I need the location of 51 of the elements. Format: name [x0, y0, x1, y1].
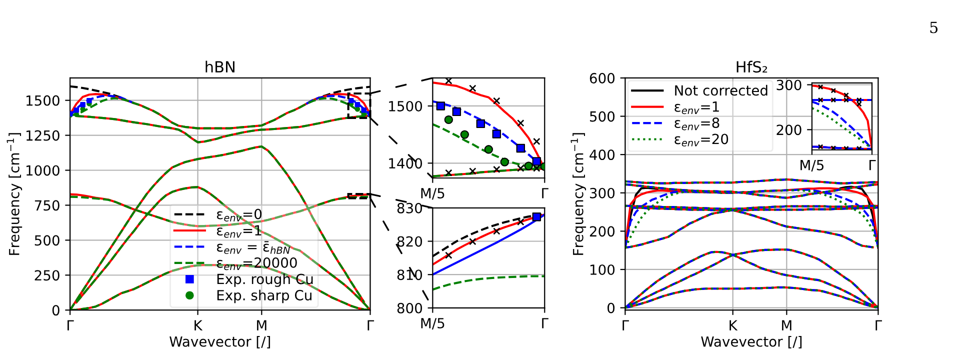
x-tick-label: Γ: [542, 188, 548, 198]
y-tick-label: 1500: [389, 100, 422, 112]
y-tick-label: 250: [34, 270, 60, 281]
x-tick-label: Γ: [869, 160, 876, 170]
y-tick-label: 300: [590, 188, 615, 198]
y-tick-label: 750: [34, 200, 60, 211]
y-tick-label: 0: [52, 305, 60, 316]
x-tick-label: K: [730, 320, 738, 330]
y-axis-title: Frequency [cm$^{−1}$]: [6, 133, 22, 255]
x-tick-label: M: [257, 320, 266, 330]
x-tick-label: Γ: [368, 320, 374, 330]
y-tick-label: 600: [590, 72, 615, 84]
text: 5: [930, 22, 938, 34]
x-tick-label: Γ: [542, 318, 548, 328]
y-tick-label: 400: [590, 150, 615, 160]
legend-label: ε$_{env}$ = ε̄$_{hBN}$: [216, 241, 290, 254]
x-tick-label: M/5: [421, 188, 444, 200]
x-tick-label: Γ: [876, 320, 882, 330]
y-tick-label: 200: [776, 124, 802, 136]
x-tick-label: M/5: [421, 318, 444, 330]
y-tick-label: 500: [590, 111, 615, 122]
legend-label: Exp. rough Cu: [217, 273, 313, 287]
y-tick-label: 820: [397, 236, 422, 247]
y-tick-label: 830: [397, 202, 422, 214]
legend-label: ε$_{env}$=20: [674, 134, 728, 146]
x-tick-label: M: [782, 320, 792, 330]
chart-title: HfS₂: [736, 60, 768, 73]
y-axis-title: Frequency [cm$^{−1}$]: [570, 133, 586, 255]
x-axis-title: Wavevector [/]: [170, 336, 270, 348]
x-tick-label: Γ: [622, 320, 629, 330]
y-tick-label: 1250: [26, 130, 60, 141]
legend-label: ε$_{env}$=0: [216, 208, 262, 222]
y-tick-label: 1500: [26, 95, 60, 106]
y-tick-label: 1400: [389, 158, 422, 169]
x-tick-label: Γ: [68, 320, 74, 330]
x-tick-label: M/5: [800, 160, 824, 172]
legend-label: ε$_{env}$=1: [216, 225, 262, 238]
x-axis-title: Wavevector [/]: [701, 336, 802, 348]
y-tick-label: 200: [590, 226, 615, 237]
legend-label: Not corrected: [675, 84, 768, 96]
y-tick-label: 500: [34, 235, 60, 246]
chart-title: hBN: [206, 60, 234, 72]
x-tick-label: K: [194, 320, 203, 330]
legend-label: Exp. sharp Cu: [217, 290, 312, 304]
legend-label: ε$_{env}$=1: [674, 102, 719, 114]
y-tick-label: 300: [776, 80, 802, 90]
y-tick-label: 800: [397, 302, 422, 314]
legend-label: ε$_{env}$=8: [674, 117, 720, 130]
y-tick-label: 100: [590, 264, 615, 275]
y-tick-label: 0: [608, 302, 615, 314]
y-tick-label: 1000: [26, 165, 60, 176]
